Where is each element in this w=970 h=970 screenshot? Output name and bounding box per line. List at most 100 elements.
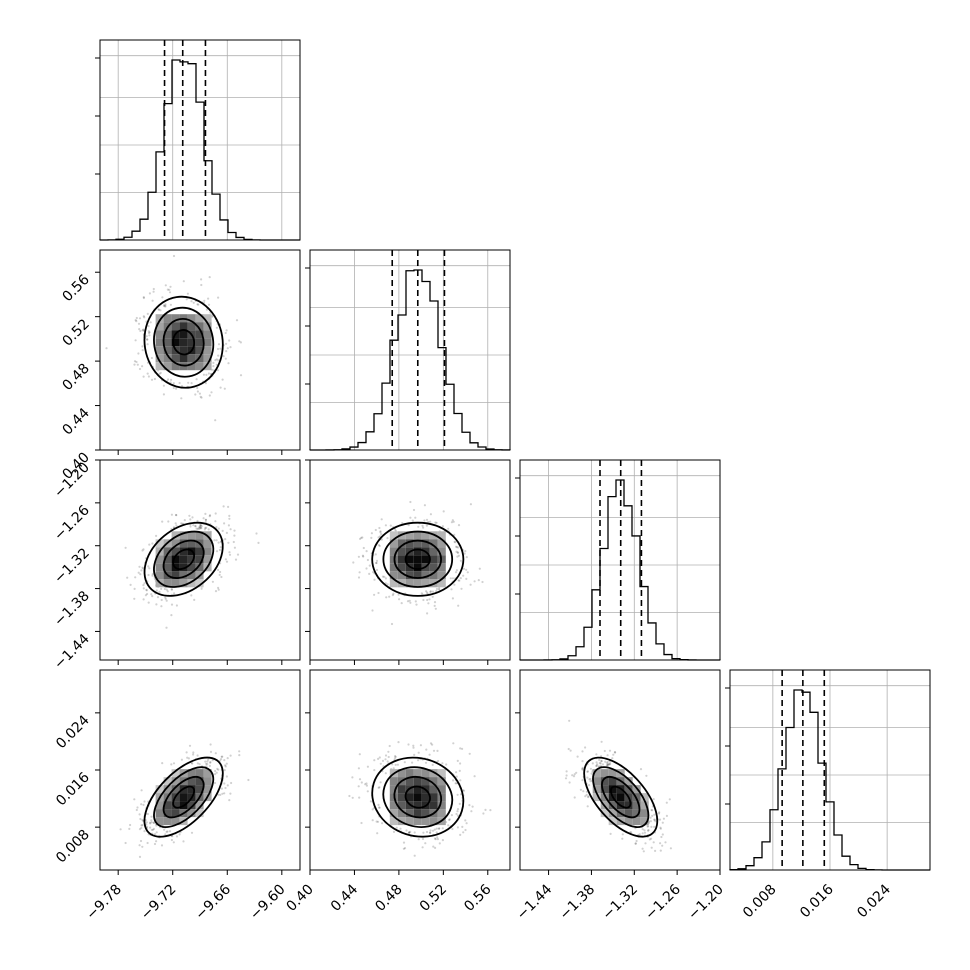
sample-point: [464, 819, 467, 822]
y-tick-label-1: 0.44: [59, 405, 92, 438]
sample-point: [134, 339, 137, 342]
sample-point: [383, 575, 386, 579]
density-cell: [187, 314, 196, 323]
sample-point: [152, 827, 155, 831]
sample-point: [455, 546, 458, 549]
sample-point: [465, 568, 468, 571]
sample-point: [431, 743, 434, 746]
sample-point: [436, 836, 439, 839]
sample-point: [364, 783, 367, 786]
sample-point: [576, 755, 579, 758]
sample-point: [143, 800, 146, 803]
sample-point: [225, 762, 228, 765]
sample-point: [351, 776, 354, 779]
density-cell: [397, 539, 406, 548]
sample-point: [211, 759, 214, 762]
sample-point: [614, 751, 617, 754]
sample-point: [229, 754, 232, 757]
sample-point: [412, 746, 415, 749]
sample-point: [459, 833, 462, 837]
sample-point: [170, 513, 173, 516]
x-tick-label-1: 0.44: [328, 881, 361, 914]
density-cell: [163, 362, 172, 371]
sample-point: [465, 556, 468, 559]
sample-point: [585, 790, 589, 793]
sample-point: [170, 763, 173, 766]
sample-point: [436, 749, 439, 753]
sample-point: [224, 538, 227, 541]
sample-point: [661, 844, 664, 847]
sample-point: [596, 763, 599, 766]
contour-level-0: [172, 329, 196, 356]
sample-point: [214, 769, 217, 773]
sample-point: [204, 760, 207, 763]
sample-point: [477, 579, 480, 582]
sample-point: [665, 814, 669, 818]
density-cell: [413, 777, 422, 786]
sample-point: [215, 363, 218, 366]
sample-point: [175, 514, 178, 517]
sample-point: [412, 744, 415, 747]
sample-point: [595, 761, 598, 764]
sample-point: [375, 561, 378, 565]
contour-level-1: [162, 318, 205, 367]
sample-point: [662, 817, 666, 820]
sample-point: [198, 763, 201, 766]
scatter-panel-3-0: [95, 669, 301, 875]
sample-point: [417, 751, 420, 754]
sample-point: [432, 845, 435, 848]
sample-point: [204, 382, 207, 385]
sample-point: [234, 558, 238, 561]
density-cell: [187, 571, 196, 580]
sample-point: [461, 747, 464, 751]
density-cell: [421, 571, 430, 580]
density-cell: [195, 322, 204, 331]
sample-point: [581, 767, 584, 770]
scatter-panel-3-2: [515, 669, 721, 875]
density-cell: [163, 354, 172, 363]
sample-point: [164, 305, 167, 308]
density-cell: [429, 539, 438, 548]
sample-point: [437, 759, 440, 763]
sample-point: [433, 828, 436, 831]
density-cell: [187, 322, 196, 331]
sample-point: [401, 522, 404, 525]
sample-point: [214, 359, 217, 362]
sample-point: [146, 825, 149, 828]
sample-point: [365, 550, 368, 553]
sample-point: [384, 577, 387, 580]
sample-point: [378, 806, 381, 809]
sample-point: [380, 538, 383, 541]
sample-point: [391, 594, 394, 597]
density-cell: [429, 777, 438, 786]
density-cell: [592, 785, 601, 794]
sample-point: [621, 837, 624, 840]
sample-point: [146, 338, 149, 341]
density-cell: [187, 338, 196, 347]
sample-point: [425, 518, 429, 521]
sample-point: [421, 846, 424, 849]
sample-point: [151, 299, 154, 302]
sample-point: [224, 331, 227, 335]
histogram-0: [99, 59, 300, 241]
sample-point: [209, 743, 212, 746]
density-cell: [413, 571, 422, 580]
sample-point: [221, 529, 224, 533]
sample-point: [413, 753, 416, 757]
sample-point: [168, 291, 172, 294]
sample-point: [384, 582, 387, 585]
sample-point: [216, 767, 219, 771]
x-tick-label-2: −1.38: [557, 882, 599, 924]
density-cell: [179, 531, 188, 540]
sample-point: [226, 757, 229, 760]
sample-point: [151, 828, 155, 831]
sample-point: [434, 846, 437, 850]
density-cell: [421, 531, 430, 540]
density-cell: [437, 801, 446, 810]
sample-point: [435, 590, 438, 593]
density-cell: [203, 555, 212, 564]
frame-3-2: [519, 669, 721, 871]
sample-point: [659, 827, 662, 830]
sample-point: [371, 609, 374, 612]
sample-point: [651, 814, 654, 818]
